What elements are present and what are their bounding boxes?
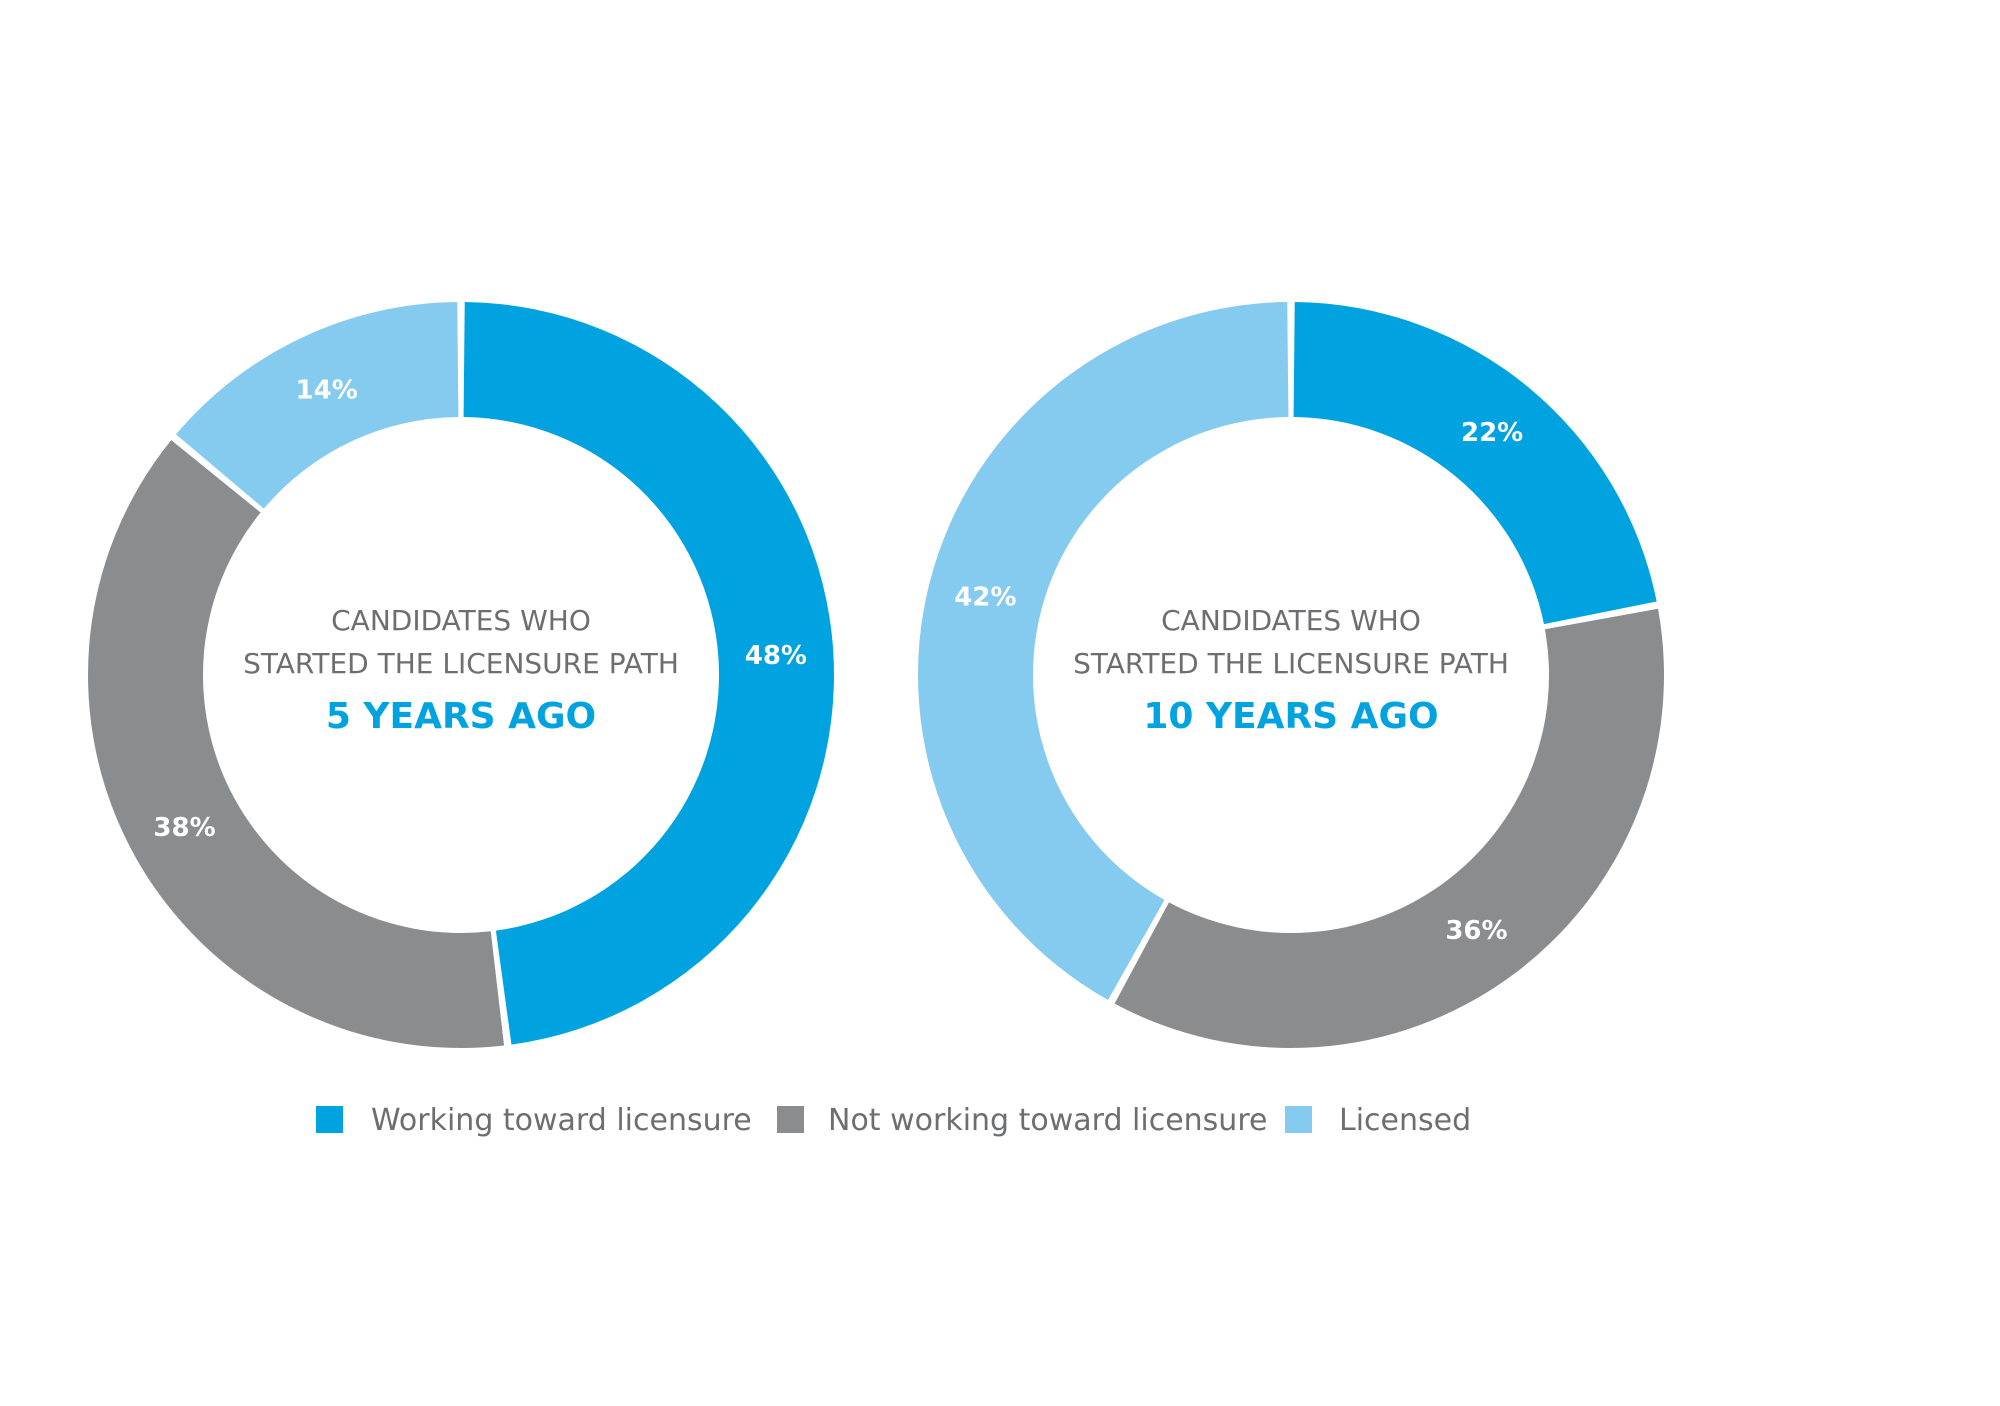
legend-label-licensed: Licensed [1339,1103,1471,1138]
donut-slice-working-toward-licensure [463,302,835,1045]
donut-center-text: CANDIDATES WHO STARTED THE LICENSURE PAT… [1073,604,1509,737]
legend-swatch-licensed [1285,1106,1312,1133]
donut-slice-licensed [175,302,459,509]
center-text-line-2: STARTED THE LICENSURE PATH [243,647,679,680]
donut-slice-licensed [917,302,1289,1001]
slice-value-label: 36% [1445,916,1507,946]
slice-value-label: 14% [296,376,358,406]
legend-swatch-not-working [777,1106,804,1133]
slice-value-label: 38% [153,813,215,843]
donut-slice-labels: 22% 36% 42% [954,418,1523,946]
slice-value-label: 48% [745,641,807,671]
donut-slices [917,302,1664,1048]
legend-swatch-working [316,1106,343,1133]
donut-slice-working-toward-licensure [1293,302,1657,625]
center-highlight-text: 5 YEARS AGO [326,696,596,737]
slice-value-label: 22% [1461,418,1523,448]
donut-chart-10-years: 22% 36% 42% CANDIDATES WHO STARTED THE LIC… [917,302,1664,1048]
legend-label-working: Working toward licensure [371,1103,752,1138]
center-highlight-text: 10 YEARS AGO [1143,696,1438,737]
chart-legend: Working toward licensure Not working tow… [316,1103,1471,1138]
center-text-line-1: CANDIDATES WHO [1161,604,1421,637]
donut-chart-5-years: 48% 38% 14% CANDIDATES WHO STARTED THE LIC… [87,302,835,1049]
donut-slice-labels: 48% 38% 14% [153,376,807,843]
donut-slice-not-working-toward-licensure [87,440,505,1049]
donut-slice-not-working-toward-licensure [1114,608,1664,1048]
donut-center-text: CANDIDATES WHO STARTED THE LICENSURE PAT… [243,604,679,737]
legend-label-not-working: Not working toward licensure [828,1103,1267,1138]
donut-slices [87,302,835,1049]
center-text-line-1: CANDIDATES WHO [331,604,591,637]
slice-value-label: 42% [954,583,1016,613]
center-text-line-2: STARTED THE LICENSURE PATH [1073,647,1509,680]
